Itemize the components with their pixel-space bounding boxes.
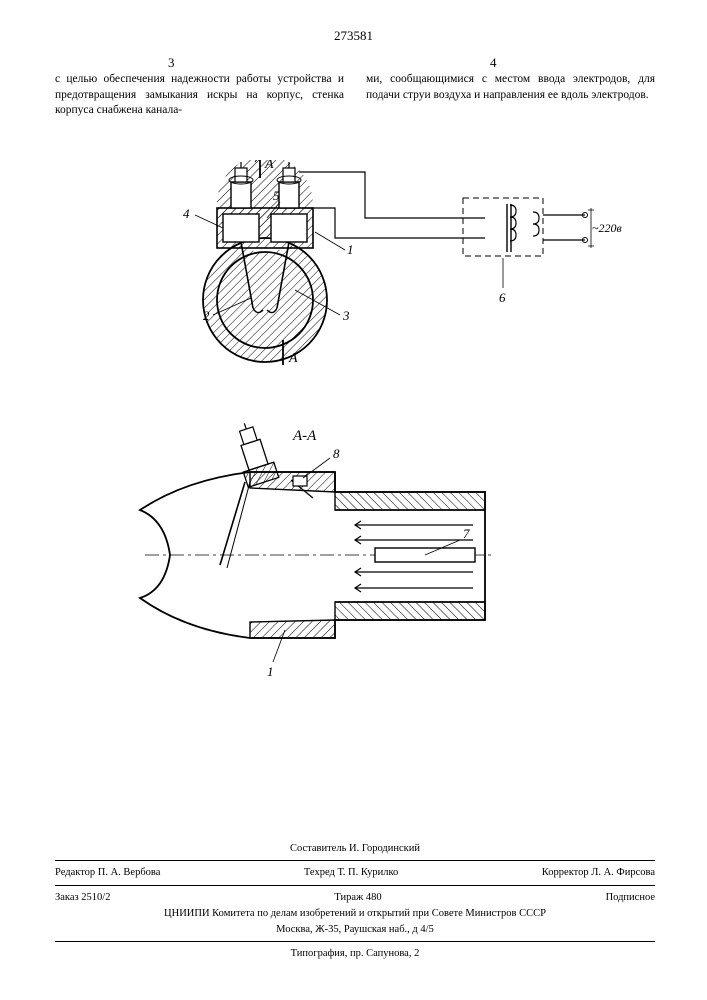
body-text: с целью обеспечения надежности работы ус… xyxy=(55,72,655,119)
svg-text:8: 8 xyxy=(333,446,340,461)
svg-text:6: 6 xyxy=(499,290,506,305)
svg-text:3: 3 xyxy=(342,308,350,323)
svg-text:А: А xyxy=(288,351,298,366)
text-column-right: ми, сообщающимися с местом ввода электро… xyxy=(366,72,655,119)
svg-text:А-А: А-А xyxy=(292,428,317,444)
footer-block: Составитель И. Городинский Редактор П. А… xyxy=(55,823,655,963)
column-number-left: 3 xyxy=(168,55,175,71)
compiler: Составитель И. Городинский xyxy=(55,841,655,857)
technical-drawing: А А ~220в xyxy=(55,160,655,730)
corrector: Корректор Л. А. Фирсова xyxy=(542,865,655,881)
typography: Типография, пр. Сапунова, 2 xyxy=(55,946,655,962)
circulation: Тираж 480 xyxy=(334,890,381,906)
techred: Техред Т. П. Курилко xyxy=(304,865,398,881)
svg-text:А: А xyxy=(264,160,274,172)
text-column-left: с целью обеспечения надежности работы ус… xyxy=(55,72,344,119)
svg-text:1: 1 xyxy=(347,242,354,257)
editor: Редактор П. А. Вербова xyxy=(55,865,160,881)
svg-text:7: 7 xyxy=(463,526,470,541)
publisher-line-2: Москва, Ж-35, Раушская наб., д 4/5 xyxy=(55,922,655,938)
svg-text:2: 2 xyxy=(203,308,210,323)
figure-2: А-А xyxy=(140,418,495,679)
svg-text:4: 4 xyxy=(183,206,190,221)
publisher-line-1: ЦНИИПИ Комитета по делам изобретений и о… xyxy=(55,906,655,922)
svg-text:~220в: ~220в xyxy=(592,221,622,235)
figure-1: А А ~220в xyxy=(183,160,622,366)
column-number-right: 4 xyxy=(490,55,497,71)
order-number: Заказ 2510/2 xyxy=(55,890,110,906)
doc-number: 273581 xyxy=(334,28,373,44)
svg-text:1: 1 xyxy=(267,664,274,679)
svg-text:5: 5 xyxy=(273,188,280,203)
subscription: Подписное xyxy=(606,890,655,906)
